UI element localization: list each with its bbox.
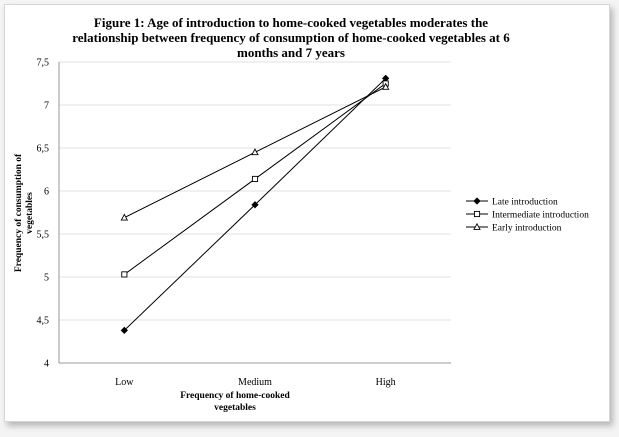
y-tick-label: 5,5 <box>37 230 50 241</box>
data-point <box>251 175 259 183</box>
y-axis-label-line-1: Frequency of consumption of <box>14 153 24 272</box>
legend-label: Early introduction <box>492 224 562 234</box>
x-tick-label: Low <box>115 377 134 388</box>
x-tick-labels: Low Medium High <box>115 377 396 388</box>
y-tick-label: 5 <box>44 273 49 284</box>
y-tick-label: 4,5 <box>37 316 50 327</box>
x-axis-label-line-2: vegetables <box>214 403 256 413</box>
chart-title-line-1: Figure 1: Age of introduction to home-co… <box>94 15 488 30</box>
data-point <box>120 213 129 221</box>
data-point <box>121 271 128 278</box>
data-point <box>251 148 259 156</box>
figure-card: Figure 1: Age of introduction to home-co… <box>4 4 610 422</box>
y-tick-label: 4 <box>44 359 49 370</box>
chart-title-line-2: relationship between frequency of consum… <box>72 30 510 45</box>
data-point <box>251 201 259 209</box>
legend: Late introduction Intermediate introducti… <box>466 197 589 234</box>
chart-title-line-3: months and 7 years <box>237 45 345 60</box>
x-tick-label: Medium <box>238 377 272 388</box>
y-tick-label: 6 <box>44 187 49 198</box>
x-tick-label: High <box>376 377 396 388</box>
legend-marker <box>473 222 481 230</box>
line-chart: Figure 1: Age of introduction to home-co… <box>14 15 589 413</box>
y-axis-label-line-2: vegetables <box>25 192 35 234</box>
y-tick-label: 7 <box>44 101 49 112</box>
series-group <box>120 74 390 334</box>
y-tick-labels: 4 4,5 5 5,5 6 6,5 7 7,5 <box>37 58 50 370</box>
legend-marker <box>473 210 481 218</box>
legend-label: Late introduction <box>492 198 558 208</box>
y-tick-label: 6,5 <box>37 144 50 155</box>
legend-marker <box>473 197 481 205</box>
data-point <box>381 82 390 90</box>
y-tick-label: 7,5 <box>37 58 50 69</box>
data-point <box>120 326 128 334</box>
legend-label: Intermediate introduction <box>492 211 589 221</box>
x-axis-label-line-1: Frequency of home-cooked <box>180 391 290 401</box>
grid-lines <box>59 61 451 321</box>
